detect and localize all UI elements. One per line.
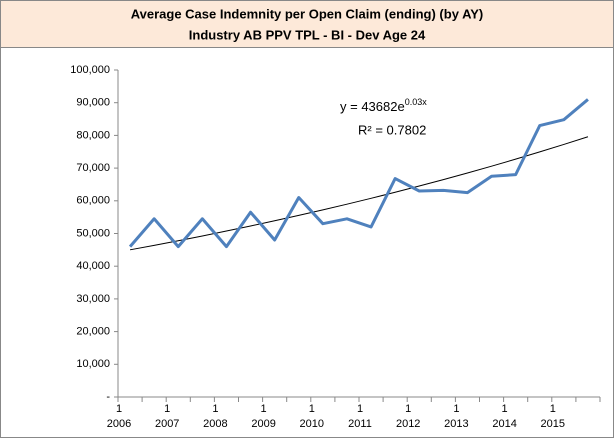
x-tick-label: 2007: [155, 418, 179, 430]
chart-title: Average Case Indemnity per Open Claim (e…: [131, 6, 484, 21]
x-tick-label: 2009: [251, 418, 275, 430]
x-tick-label: 1: [357, 403, 363, 415]
x-tick-label: 1: [405, 403, 411, 415]
y-tick-label: 70,000: [76, 162, 110, 174]
y-tick-label: 40,000: [76, 260, 110, 272]
trend-r-squared: R² = 0.7802: [358, 122, 426, 137]
x-tick-label: 2012: [396, 418, 420, 430]
y-tick-label: 30,000: [76, 293, 110, 305]
y-tick-label: 100,000: [70, 64, 110, 76]
x-tick-label: 1: [550, 403, 556, 415]
x-tick-label: 1: [116, 403, 122, 415]
x-tick-label: 2014: [492, 418, 516, 430]
data-line: [128, 98, 589, 249]
x-tick-label: 2008: [203, 418, 227, 430]
x-tick-label: 2013: [444, 418, 468, 430]
y-tick-label: -: [106, 391, 110, 403]
title-box: [0, 0, 614, 48]
trend-equation-base: y = 43682e: [340, 99, 405, 114]
trend-equation: y = 43682e0.03x: [340, 97, 427, 114]
chart-subtitle: Industry AB PPV TPL - BI - Dev Age 24: [189, 27, 426, 42]
y-tick-label: 80,000: [76, 129, 110, 141]
x-tick-label: 2006: [107, 418, 131, 430]
y-tick-label: 10,000: [76, 358, 110, 370]
x-tick-label: 1: [309, 403, 315, 415]
x-tick-label: 2015: [541, 418, 565, 430]
x-tick-label: 1: [453, 403, 459, 415]
x-tick-label: 2011: [348, 418, 372, 430]
y-tick-label: 50,000: [76, 227, 110, 239]
x-tick-label: 1: [212, 403, 218, 415]
trend-equation-exponent: 0.03x: [405, 97, 428, 107]
x-tick-label: 1: [164, 403, 170, 415]
trend-line: [129, 136, 589, 251]
x-tick-label: 1: [502, 403, 508, 415]
x-tick-label: 1: [261, 403, 267, 415]
x-tick-label: 2010: [300, 418, 324, 430]
y-tick-label: 60,000: [76, 195, 110, 207]
y-tick-label: 20,000: [76, 326, 110, 338]
y-tick-label: 90,000: [76, 97, 110, 109]
